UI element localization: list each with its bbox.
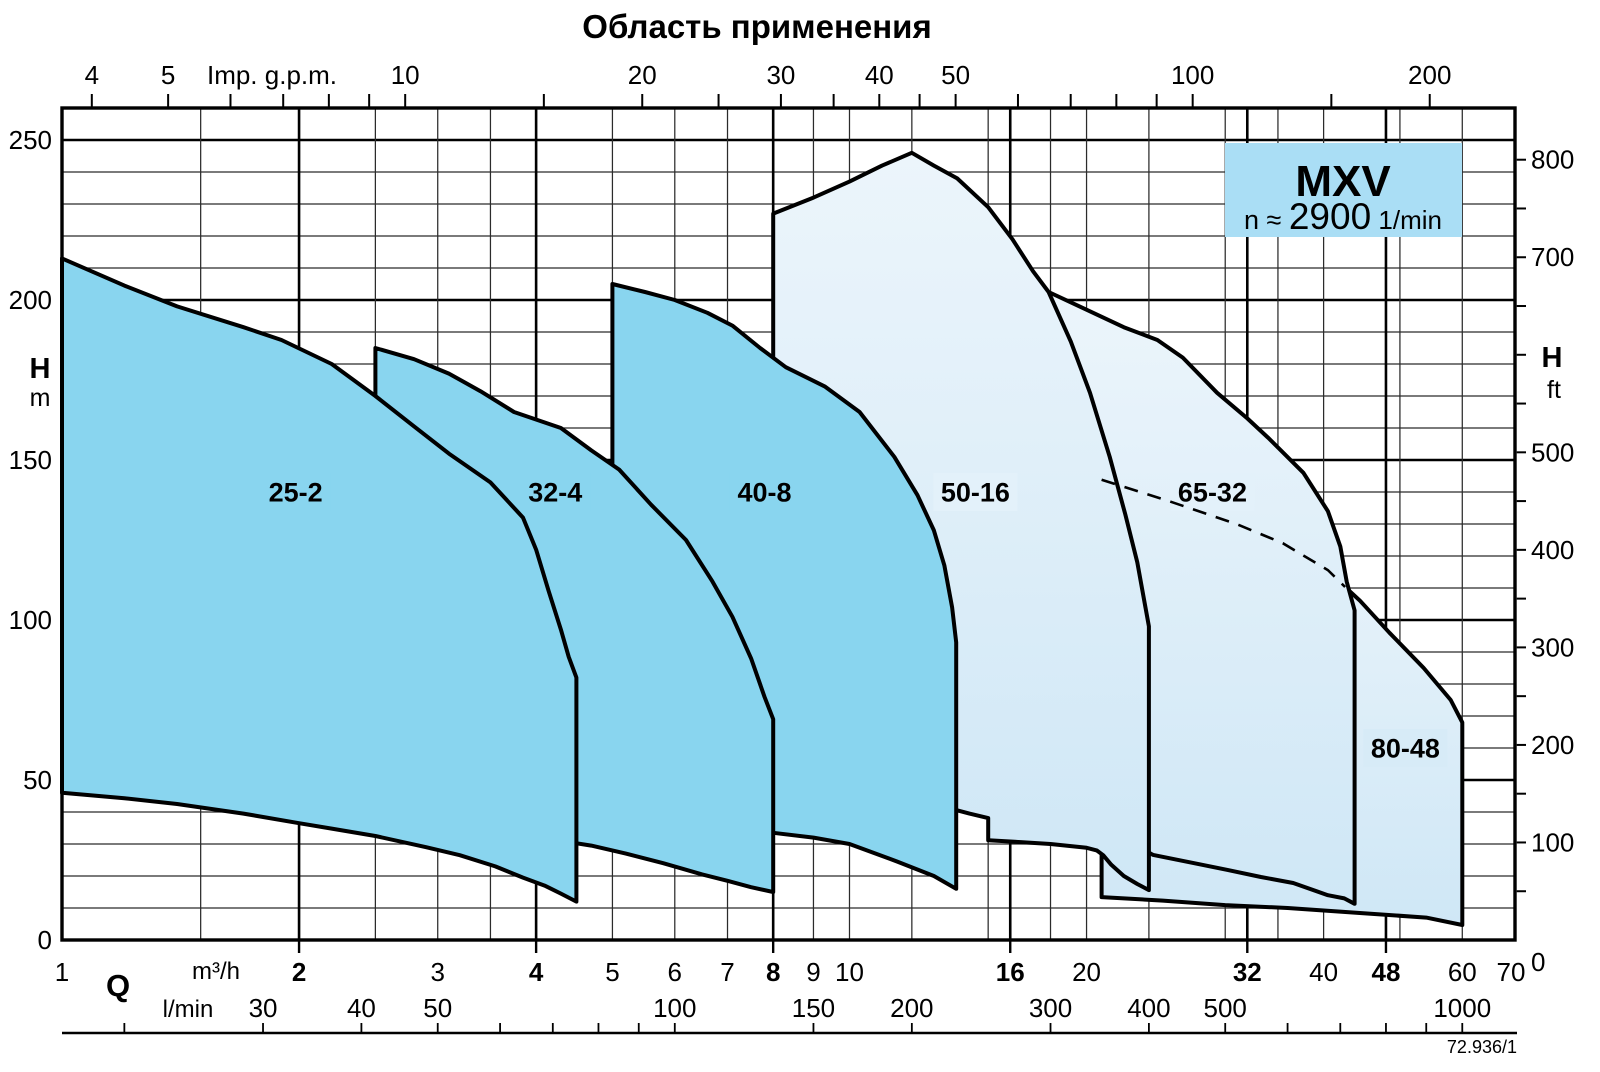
region-label-65-32: 65-32 [1178, 478, 1247, 508]
m3h-label-6: 6 [668, 957, 682, 987]
right-axis: 800 700 500 400 300 200 100 0 Hft [1516, 145, 1574, 977]
m3h-label-1: 1 [55, 957, 69, 987]
m3h-label-7: 7 [720, 957, 734, 987]
hidden-boundary-dashed-line [1101, 478, 1347, 588]
m3h-label-10: 10 [835, 957, 864, 987]
region-fill-25-2 [62, 258, 577, 902]
lmin-label-50: 50 [423, 993, 452, 1023]
region-25-2 [60, 256, 579, 904]
region-outline-50-16 [771, 150, 1151, 893]
left-axis: 0 50 100 150 200 250 Hm [9, 125, 52, 955]
lmin-label-300: 300 [1029, 993, 1072, 1023]
top-tick-label-50: 50 [941, 60, 970, 90]
top-tick-label-10: 10 [391, 60, 420, 90]
left-axis-label-250m: 250 [9, 125, 52, 155]
m3h-label-48: 48 [1372, 957, 1401, 987]
right-axis-label-700ft: 700 [1531, 242, 1574, 272]
top-tick-label-30: 30 [766, 60, 795, 90]
top-tick-label-5: 5 [161, 60, 175, 90]
m3h-label-40: 40 [1309, 957, 1338, 987]
right-axis-label-300ft: 300 [1531, 632, 1574, 662]
lmin-label-1000: 1000 [1433, 993, 1491, 1023]
region-label-80-48: 80-48 [1371, 734, 1440, 764]
m3h-label-2: 2 [292, 957, 306, 987]
top-tick-label-40: 40 [865, 60, 894, 90]
region-label-halo-80-48 [1363, 729, 1448, 767]
model-speed: n ≈ 2900 1/min [1244, 196, 1442, 237]
region-outline-25-2 [60, 256, 579, 904]
top-tick-label-20: 20 [628, 60, 657, 90]
region-label-40-8: 40-8 [737, 478, 791, 508]
left-axis-label-50m: 50 [23, 765, 52, 795]
region-label-halo-40-8 [729, 473, 800, 511]
top-axis: 4 5 10 20 30 40 50 100 200 Imp. g.p.m. [85, 60, 1451, 108]
top-axis-unit-label: Imp. g.p.m. [207, 60, 337, 90]
lmin-label-40: 40 [347, 993, 376, 1023]
pump-regions [60, 150, 1465, 927]
model-badge-box [1225, 143, 1462, 237]
region-label-25-2: 25-2 [269, 478, 323, 508]
left-axis-label-100m: 100 [9, 605, 52, 635]
region-labels: 80-48 65-32 50-16 40-8 32-4 25-2 [260, 473, 1448, 767]
lmin-label-500: 500 [1204, 993, 1247, 1023]
left-axis-title: H [30, 353, 51, 385]
right-axis-label-500ft: 500 [1531, 437, 1574, 467]
left-axis-label-0m: 0 [38, 925, 52, 955]
right-axis-unit: ft [1547, 376, 1561, 404]
m3h-label-4: 4 [529, 957, 544, 987]
lmin-label-400: 400 [1127, 993, 1170, 1023]
region-outline-40-8 [610, 282, 959, 891]
lmin-unit-label: l/min [163, 996, 214, 1023]
left-axis-label-150m: 150 [9, 445, 52, 475]
flow-axis-title: Q [106, 968, 130, 1003]
region-label-50-16: 50-16 [941, 478, 1010, 508]
right-axis-label-100ft: 100 [1531, 827, 1574, 857]
top-tick-label-4: 4 [85, 60, 99, 90]
m3h-label-60: 60 [1448, 957, 1477, 987]
figure-number: 72.936/1 [1447, 1037, 1517, 1057]
lmin-label-200: 200 [890, 993, 933, 1023]
m3h-label-9: 9 [806, 957, 820, 987]
bottom-axis-m3h: 1 2 3 4 5 6 7 8 9 10 16 20 32 40 48 60 70 Q m³/h [55, 940, 1526, 1003]
right-axis-title: H [1542, 342, 1563, 374]
right-axis-label-800ft: 800 [1531, 145, 1574, 175]
m3h-label-16: 16 [996, 957, 1025, 987]
page-title: Область применения [582, 8, 931, 45]
region-label-32-4: 32-4 [528, 478, 582, 508]
plot-border [60, 106, 1517, 942]
left-axis-unit: m [30, 384, 51, 412]
m3h-label-20: 20 [1072, 957, 1101, 987]
m3h-label-8: 8 [766, 957, 780, 987]
top-tick-label-200: 200 [1408, 60, 1451, 90]
m3h-label-32: 32 [1233, 957, 1262, 987]
left-axis-label-200m: 200 [9, 285, 52, 315]
region-label-halo-32-4 [520, 473, 591, 511]
region-label-halo-65-32 [1170, 473, 1255, 511]
model-name: MXV [1295, 157, 1391, 206]
lmin-label-150: 150 [792, 993, 835, 1023]
region-label-halo-50-16 [933, 473, 1018, 511]
bottom-axis-lmin: l/min 30 40 50 100 150 200 300 400 500 1000 72.936/… [62, 993, 1517, 1057]
m3h-label-3: 3 [430, 957, 444, 987]
lmin-label-30: 30 [249, 993, 278, 1023]
m3h-label-70: 70 [1497, 957, 1526, 987]
top-tick-label-100: 100 [1171, 60, 1214, 90]
right-axis-label-200ft: 200 [1531, 730, 1574, 760]
region-label-halo-25-2 [260, 473, 331, 511]
right-axis-label-400ft: 400 [1531, 535, 1574, 565]
lmin-label-100: 100 [653, 993, 696, 1023]
right-axis-label-0ft: 0 [1531, 947, 1545, 977]
m3h-label-5: 5 [605, 957, 619, 987]
m3h-unit-label: m³/h [192, 958, 240, 985]
